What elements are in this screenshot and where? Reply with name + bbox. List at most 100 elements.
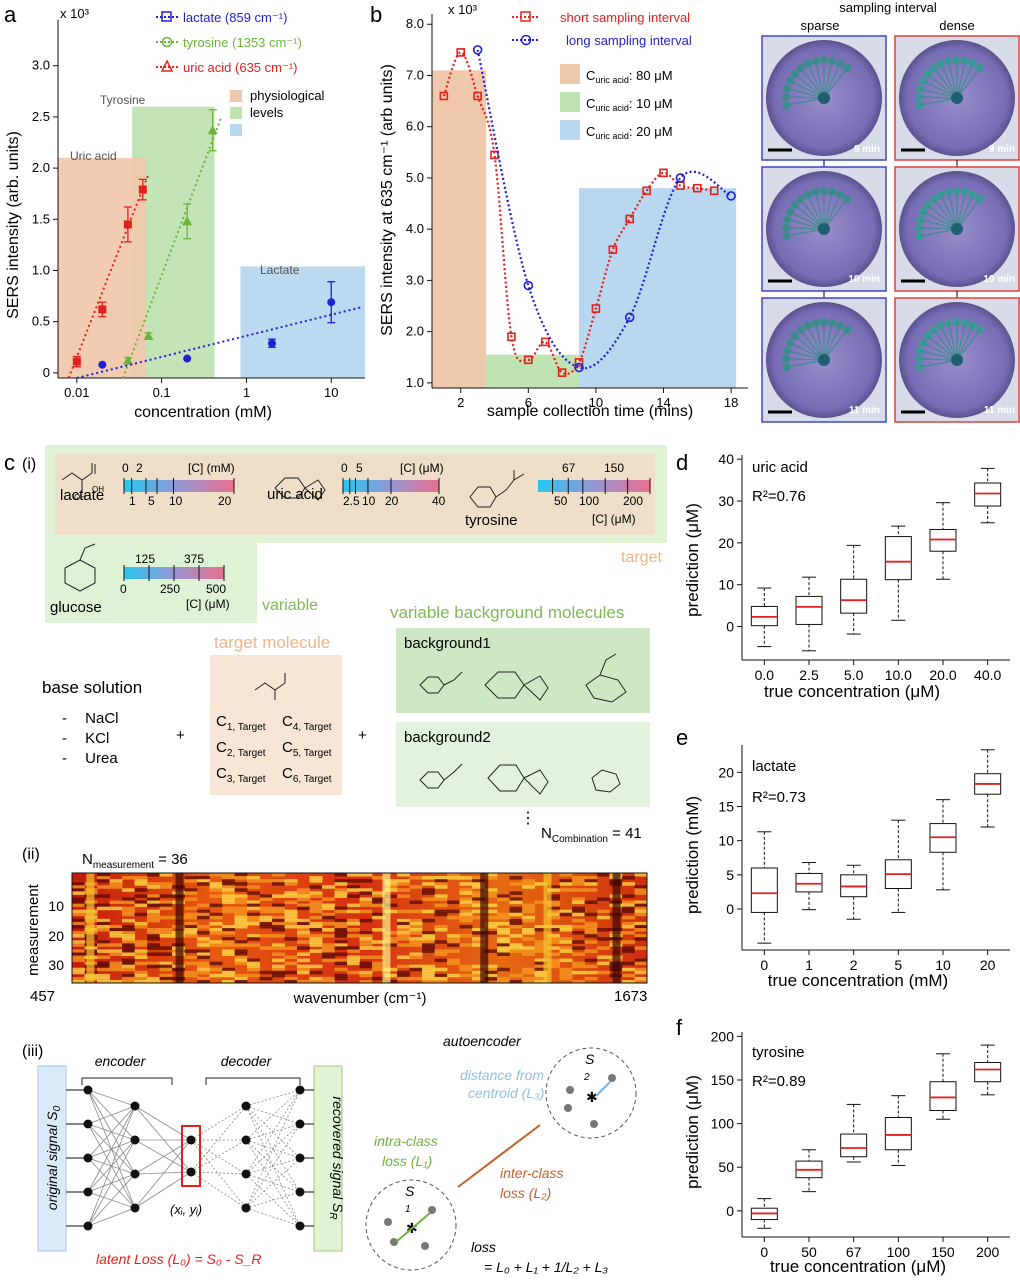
heatmap-cell: [422, 931, 435, 935]
heatmap-cell: [222, 885, 235, 889]
heatmap-cell: [109, 979, 123, 984]
heatmap-cell: [622, 921, 635, 926]
heatmap-cell: [559, 928, 573, 932]
heatmap-cell: [422, 937, 435, 941]
heatmap-cell: [497, 943, 510, 947]
heatmap-cell: [197, 955, 210, 960]
heatmap-cell: [134, 924, 148, 929]
heatmap-cell: [509, 924, 523, 929]
heatmap-cell: [409, 931, 423, 935]
heatmap-cell: [509, 921, 523, 926]
heatmap-cell: [347, 873, 360, 877]
heatmap-cell: [459, 967, 473, 972]
b-point-short: [591, 304, 601, 313]
heatmap-cell: [272, 943, 285, 947]
heatmap-cell: [472, 900, 485, 905]
heatmap-cell: [484, 924, 498, 929]
photo-channel: [927, 73, 958, 99]
network-node: [241, 1101, 251, 1111]
heatmap-cell: [422, 888, 435, 892]
uric-bot-2: 20: [385, 494, 399, 508]
inter-arrow: [457, 1124, 541, 1188]
legend-uric: uric acid (635 cm⁻¹): [183, 60, 298, 75]
box-ytick-label: 50: [718, 1159, 734, 1175]
heatmap-cell: [234, 949, 248, 953]
heatmap-xmin: 457: [30, 988, 55, 1005]
heatmap-cell: [547, 964, 560, 969]
glu-top-1: 375: [184, 552, 204, 566]
heatmap-cell: [72, 967, 85, 972]
photo-col-sparse: sparse: [800, 18, 839, 33]
heatmap-cell: [347, 888, 360, 892]
a-point-tyrosine: [143, 331, 154, 341]
heatmap-cell: [447, 943, 460, 947]
heatmap-cell: [459, 964, 473, 969]
heatmap-cell: [347, 958, 360, 963]
heatmap-cell: [459, 876, 473, 880]
heatmap-cell: [234, 961, 248, 966]
heatmap-cell: [522, 976, 535, 981]
heatmap-cell: [422, 882, 435, 886]
a-point-uric: [138, 185, 147, 194]
heatmap-cell: [622, 940, 635, 944]
heatmap-cell: [597, 946, 610, 950]
heatmap-cell: [559, 970, 573, 975]
a-point-uric: [98, 305, 107, 314]
heatmap-cell: [447, 958, 460, 963]
heatmap-cell: [122, 909, 135, 914]
heatmap-cell: [309, 909, 323, 914]
photo-channel: [785, 96, 825, 99]
heatmap-cell: [109, 924, 123, 929]
heatmap-cell: [622, 906, 635, 911]
tyr-bot-0: 50: [554, 494, 568, 508]
network-edge: [87, 1139, 136, 1227]
heatmap-cell: [222, 900, 235, 905]
photo-channel: [919, 87, 958, 99]
heatmap-cell: [322, 952, 335, 956]
heatmap-cell: [159, 961, 173, 966]
heatmap-cell: [484, 931, 498, 935]
heatmap-cell: [259, 934, 273, 938]
heatmap-cell: [272, 958, 285, 963]
heatmap-cell: [184, 879, 198, 883]
heatmap-cell: [359, 943, 373, 947]
heatmap-cell: [184, 924, 198, 929]
heatmap-cell: [259, 970, 273, 975]
heatmap-cell: [334, 882, 348, 886]
heatmap-cell: [297, 921, 310, 926]
heatmap-cell: [384, 943, 398, 947]
heatmap-cell: [434, 909, 448, 914]
heatmap-cell: [534, 967, 548, 972]
heatmap-cell: [234, 915, 248, 920]
heatmap-cell: [347, 934, 360, 938]
glucose-structure: [64, 543, 96, 592]
glu-bot-1: 250: [160, 582, 180, 596]
panel-e-ylabel: prediction (mM): [683, 796, 702, 914]
heatmap-cell: [522, 979, 535, 984]
heatmap-cell: [447, 934, 460, 938]
photo-channel: [919, 359, 958, 368]
heatmap-cell: [559, 976, 573, 981]
photo-channel: [922, 80, 958, 99]
network-node: [83, 1221, 93, 1231]
base-item-3: - Urea: [62, 750, 118, 767]
panel-d-r2: R²=0.76: [752, 488, 806, 505]
heatmap-cell: [122, 973, 135, 978]
box-body: [929, 1081, 957, 1112]
photo-channel: [800, 329, 825, 361]
heatmap-cell: [109, 900, 123, 905]
dots-vertical: ⋮: [520, 810, 536, 827]
photo-channel: [814, 191, 825, 230]
heatmap-cell: [434, 940, 448, 944]
network-node: [295, 1187, 305, 1197]
panel-a-letter: a: [4, 2, 17, 27]
heatmap-cell: [234, 894, 248, 898]
heatmap-cell: [497, 952, 510, 956]
heatmap-cell: [434, 928, 448, 932]
b-ytick-label: 8.0: [406, 16, 424, 31]
photo-channel: [956, 198, 981, 230]
heatmap-cell: [422, 909, 435, 914]
heatmap-cell: [109, 967, 123, 972]
heatmap-cell: [184, 961, 198, 966]
heatmap-cell: [372, 940, 385, 944]
